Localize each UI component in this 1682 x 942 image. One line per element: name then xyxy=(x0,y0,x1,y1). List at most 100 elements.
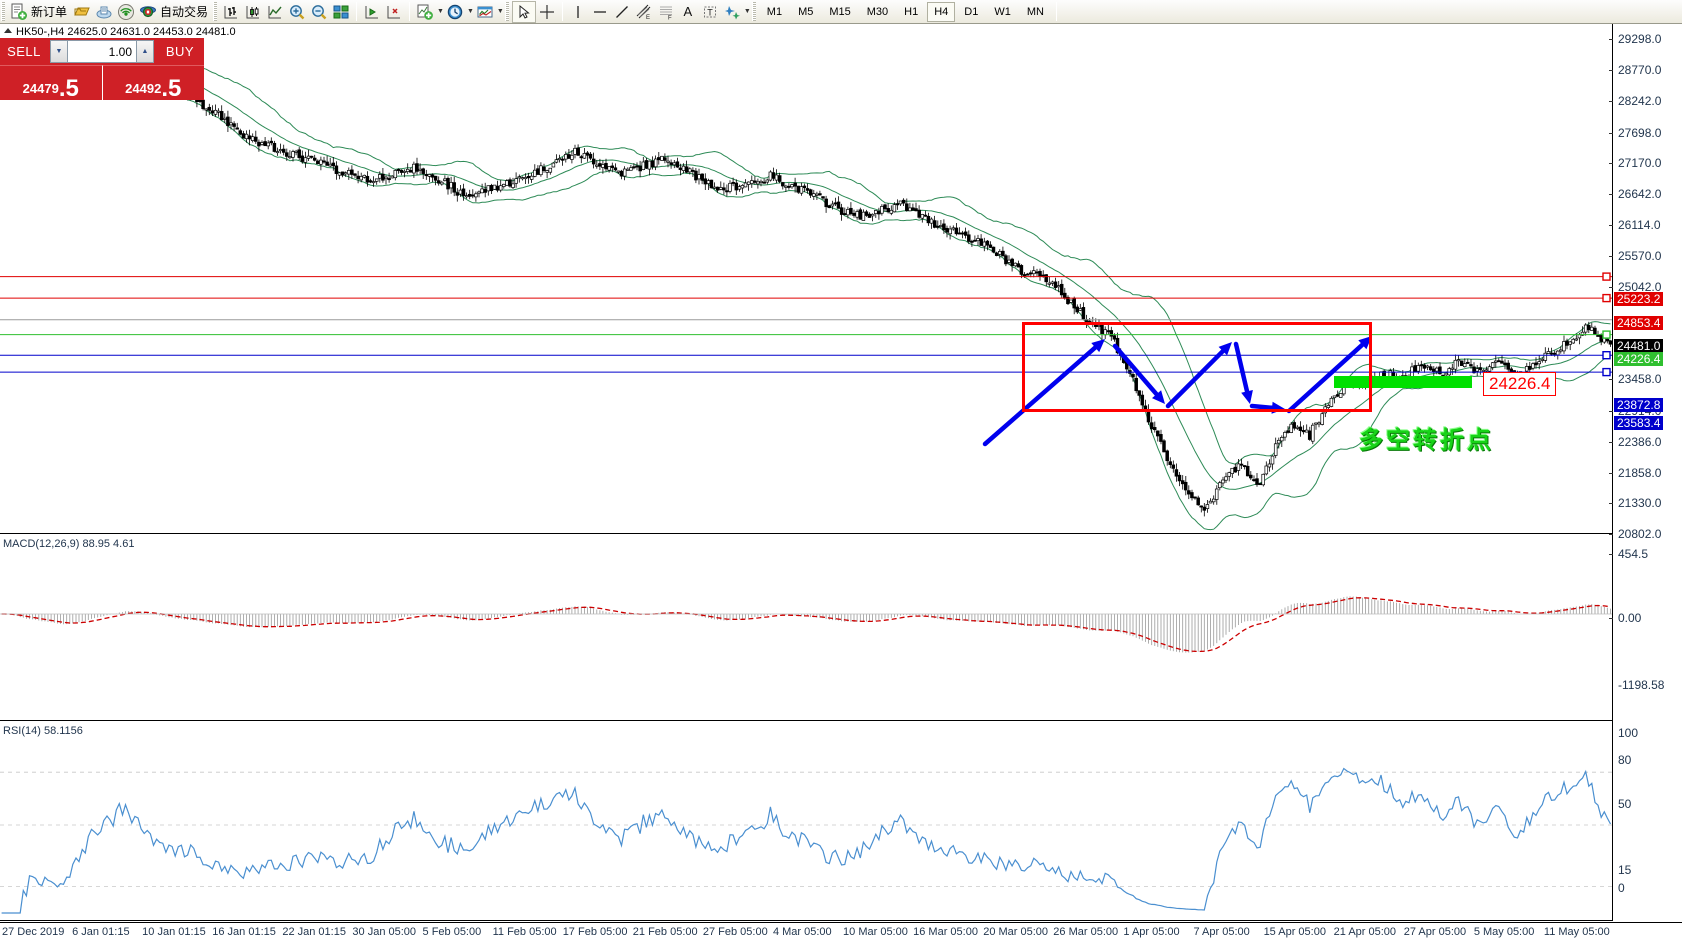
volume-input[interactable]: 1.00 xyxy=(68,40,136,63)
new-order-label[interactable]: 新订单 xyxy=(31,5,68,19)
rsi-pane[interactable]: RSI(14) 58.1156 xyxy=(0,723,1612,921)
toolbar-grip-periods[interactable] xyxy=(751,2,756,21)
price-level-badge[interactable]: 24853.4 xyxy=(1614,316,1664,330)
annotation-chinese-note[interactable]: 多空转折点 xyxy=(1359,427,1494,454)
indicators-icon[interactable] xyxy=(414,1,436,23)
chart-shift-icon[interactable] xyxy=(361,1,383,23)
price-axis-label: 21330.0 xyxy=(1618,496,1662,511)
price-axis-tick xyxy=(1609,163,1613,165)
one-click-trading-panel[interactable]: SELL ▼ 1.00 ▲ BUY 24479.5 24492.5 xyxy=(0,38,204,102)
text-label-icon[interactable]: T xyxy=(699,1,721,23)
autotrading-label[interactable]: 自动交易 xyxy=(160,5,209,19)
zoom-out-icon[interactable] xyxy=(308,1,330,23)
annotation-red-box[interactable] xyxy=(1022,322,1372,412)
svg-text:E: E xyxy=(646,15,650,21)
new-order-icon[interactable] xyxy=(8,1,30,23)
oct-top-row: SELL ▼ 1.00 ▲ BUY xyxy=(0,38,204,65)
toolbar-separator-4 xyxy=(1055,2,1057,21)
signal-icon[interactable] xyxy=(115,1,137,23)
annotation-green-band[interactable] xyxy=(1334,376,1472,388)
time-axis-label: 27 Feb 05:00 xyxy=(702,926,768,938)
tile-windows-icon[interactable] xyxy=(330,1,352,23)
price-level-badge[interactable]: 24481.0 xyxy=(1614,339,1664,353)
timeframe-button-m15[interactable]: M15 xyxy=(829,5,851,18)
buy-button[interactable]: BUY xyxy=(156,38,204,65)
price-level-badge[interactable]: 25223.2 xyxy=(1614,292,1664,306)
text-a-icon[interactable]: A xyxy=(683,4,693,19)
annotation-price-label[interactable]: 24226.4 xyxy=(1483,372,1557,396)
shapes-icon[interactable] xyxy=(721,1,743,23)
macd-pane[interactable]: MACD(12,26,9) 88.95 4.61 xyxy=(0,536,1612,721)
rsi-axis-label: 50 xyxy=(1618,797,1632,811)
fibonacci-icon[interactable]: F xyxy=(655,1,677,23)
volume-control[interactable]: ▼ 1.00 ▲ xyxy=(48,38,156,65)
sell-price[interactable]: 24479.5 xyxy=(0,65,102,102)
price-level-badge[interactable]: 23583.4 xyxy=(1614,416,1664,430)
templates-dropdown-arrow[interactable]: ▼ xyxy=(496,8,504,15)
chart-area[interactable]: HK50-,H4 24625.0 24631.0 24453.0 24481.0… xyxy=(0,24,1682,942)
volume-decrease-button[interactable]: ▼ xyxy=(50,40,68,63)
macd-axis-label: -1198.58 xyxy=(1618,678,1665,692)
time-axis[interactable]: 27 Dec 2019 6 Jan 01:15 10 Jan 01:15 16 Jan… xyxy=(0,922,1682,942)
price-axis-label: 26642.0 xyxy=(1618,187,1662,201)
chart-symbol-text: HK50-,H4 24625.0 24631.0 24453.0 24481.0 xyxy=(16,26,236,38)
sell-button[interactable]: SELL xyxy=(0,38,48,65)
time-axis-label: 5 May 05:00 xyxy=(1473,926,1535,938)
toolbar-separator-3 xyxy=(561,2,563,21)
timeframe-button-d1[interactable]: D1 xyxy=(964,5,979,18)
price-level-badge[interactable]: 24226.4 xyxy=(1614,352,1664,366)
chart-autoscroll-icon[interactable] xyxy=(383,1,405,23)
timeframe-button-mn[interactable]: MN xyxy=(1026,5,1044,18)
timeframe-button-m30[interactable]: M30 xyxy=(866,5,889,18)
toolbar-separator-1 xyxy=(356,2,358,21)
buy-price[interactable]: 24492.5 xyxy=(101,65,204,101)
price-axis-label: 26114.0 xyxy=(1618,217,1661,232)
timeframe-button-w1[interactable]: W1 xyxy=(994,5,1011,18)
line-chart-icon[interactable] xyxy=(264,1,286,23)
zoom-in-icon[interactable] xyxy=(286,1,308,23)
crosshair-icon[interactable] xyxy=(536,1,558,23)
sell-price-fraction: .5 xyxy=(58,75,79,102)
trendline-icon[interactable] xyxy=(611,1,633,23)
bar-chart-icon[interactable] xyxy=(220,1,242,23)
shapes-dropdown-arrow[interactable]: ▼ xyxy=(743,8,751,15)
price-axis-tick xyxy=(1609,132,1613,134)
price-level-badge[interactable]: 23872.8 xyxy=(1614,398,1664,412)
templates-icon[interactable] xyxy=(474,1,496,23)
toolbar-grip-charts[interactable] xyxy=(213,2,218,21)
vertical-line-icon[interactable] xyxy=(567,1,589,23)
cursor-icon[interactable] xyxy=(511,0,536,23)
price-axis-label: 27698.0 xyxy=(1618,125,1662,140)
timeframe-button-h1[interactable]: H1 xyxy=(904,5,919,18)
timeframe-button-m1[interactable]: M1 xyxy=(766,5,783,18)
volume-increase-button[interactable]: ▲ xyxy=(136,40,154,63)
price-pane[interactable] xyxy=(0,24,1612,534)
candlestick-icon[interactable] xyxy=(242,1,264,23)
price-axis-tick xyxy=(1609,256,1613,258)
collapse-triangle-icon[interactable] xyxy=(4,28,12,33)
macd-axis-tick xyxy=(1609,618,1613,619)
clock-icon[interactable] xyxy=(444,1,466,23)
time-axis-label: 1 Apr 05:00 xyxy=(1123,926,1180,938)
indicators-dropdown-arrow[interactable]: ▼ xyxy=(437,8,444,15)
horizontal-line-icon[interactable] xyxy=(589,1,611,23)
time-axis-label: 5 Feb 05:00 xyxy=(422,926,482,938)
macd-axis-tick xyxy=(1609,554,1613,555)
periods-dropdown-arrow[interactable]: ▼ xyxy=(466,8,474,15)
cloud-icon[interactable] xyxy=(93,1,115,23)
price-axis-tick xyxy=(1609,39,1613,41)
time-axis-label: 20 Mar 05:00 xyxy=(983,926,1049,938)
time-axis-label: 27 Apr 05:00 xyxy=(1403,926,1467,938)
autotrading-icon[interactable] xyxy=(137,1,159,23)
price-axis-tick xyxy=(1609,100,1613,102)
timeframe-button-h4[interactable]: H4 xyxy=(927,1,956,22)
rsi-axis-label: 0 xyxy=(1618,881,1625,895)
channel-icon[interactable]: E xyxy=(633,1,655,23)
buy-price-integer: 24492 xyxy=(125,81,162,96)
folder-yellow-icon[interactable] xyxy=(71,1,93,23)
toolbar-grip-standard[interactable] xyxy=(1,2,5,21)
toolbar-grip-drawing[interactable] xyxy=(504,2,509,21)
toolbar-separator-2 xyxy=(409,2,411,21)
price-axis-label: 25042.0 xyxy=(1618,280,1662,295)
timeframe-button-m5[interactable]: M5 xyxy=(798,5,814,18)
